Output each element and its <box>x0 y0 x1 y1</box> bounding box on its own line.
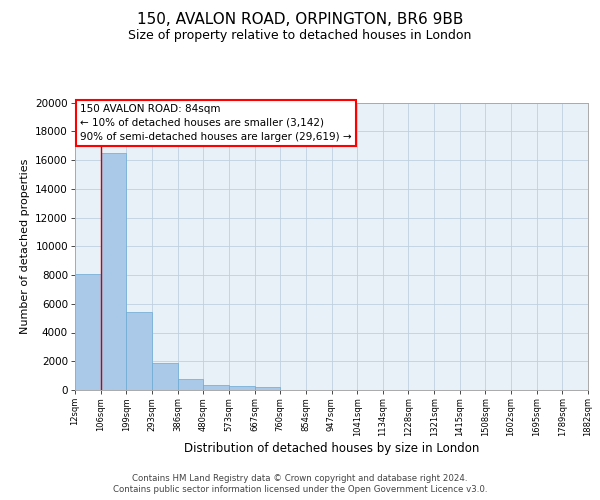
Text: 150, AVALON ROAD, ORPINGTON, BR6 9BB: 150, AVALON ROAD, ORPINGTON, BR6 9BB <box>137 12 463 28</box>
Bar <box>152 364 178 390</box>
Bar <box>178 379 203 390</box>
Bar <box>203 385 229 390</box>
Bar <box>229 386 254 390</box>
X-axis label: Distribution of detached houses by size in London: Distribution of detached houses by size … <box>184 442 479 454</box>
Bar <box>254 387 280 390</box>
Bar <box>127 312 152 390</box>
Y-axis label: Number of detached properties: Number of detached properties <box>20 158 30 334</box>
Bar <box>101 153 127 390</box>
Text: Contains HM Land Registry data © Crown copyright and database right 2024.
Contai: Contains HM Land Registry data © Crown c… <box>113 474 487 494</box>
Text: Size of property relative to detached houses in London: Size of property relative to detached ho… <box>128 29 472 42</box>
Bar <box>75 274 101 390</box>
Text: 150 AVALON ROAD: 84sqm
← 10% of detached houses are smaller (3,142)
90% of semi-: 150 AVALON ROAD: 84sqm ← 10% of detached… <box>80 104 352 142</box>
